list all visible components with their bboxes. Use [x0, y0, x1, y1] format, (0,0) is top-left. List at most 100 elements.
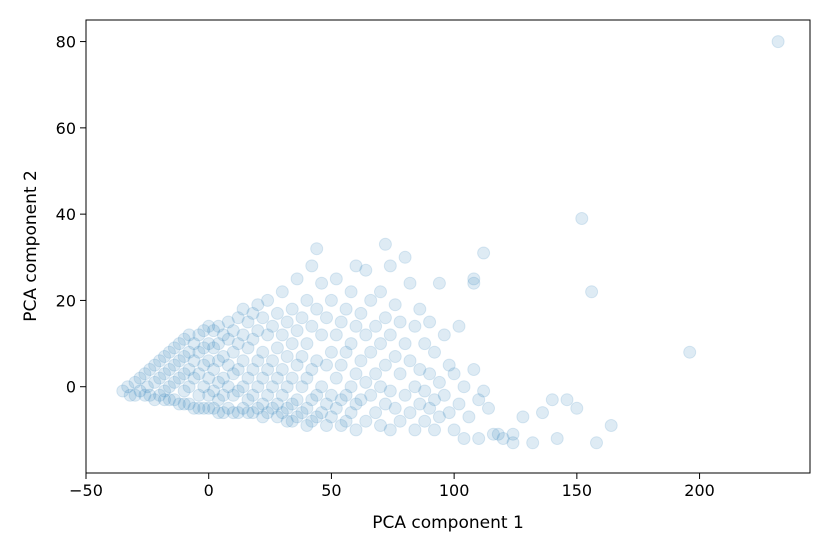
data-point [236, 401, 250, 415]
data-point [266, 380, 279, 394]
data-point [545, 393, 559, 407]
data-point [339, 345, 353, 359]
data-point [285, 302, 299, 316]
data-point [261, 328, 275, 342]
data-point [472, 393, 486, 407]
data-point [290, 410, 304, 424]
data-point [202, 337, 216, 351]
data-point [280, 380, 294, 394]
data-point [158, 384, 171, 398]
data-point [344, 380, 358, 394]
data-point [378, 237, 392, 251]
data-point [261, 406, 275, 420]
data-point [310, 354, 324, 368]
data-point [477, 246, 491, 260]
data-point [339, 302, 353, 316]
data-point [437, 388, 451, 402]
data-point [246, 406, 260, 420]
data-point [177, 332, 191, 346]
data-point [212, 354, 225, 368]
data-point [560, 393, 574, 407]
data-point [364, 388, 378, 402]
y-tick-label: 60 [56, 119, 76, 138]
data-point [374, 419, 387, 432]
data-point [138, 388, 152, 402]
data-point [604, 419, 618, 432]
data-point [482, 401, 495, 415]
data-point [187, 371, 201, 385]
x-tick-label: 200 [684, 481, 715, 500]
data-point [177, 350, 191, 363]
data-point [162, 345, 176, 359]
data-point [496, 432, 510, 445]
data-point [270, 371, 284, 385]
data-point [256, 410, 270, 424]
data-point [393, 414, 407, 428]
data-point [197, 401, 211, 415]
data-point [442, 406, 456, 420]
data-point [167, 375, 181, 389]
data-point [344, 337, 358, 351]
data-point [202, 388, 216, 402]
data-point [300, 293, 314, 307]
data-point [261, 293, 275, 307]
data-point [324, 293, 338, 307]
data-point [275, 363, 289, 376]
data-point [590, 436, 603, 450]
plot-frame [85, 19, 811, 474]
data-point [315, 380, 329, 394]
data-point [116, 384, 130, 398]
data-point [403, 354, 417, 368]
data-point [354, 393, 368, 407]
data-point [364, 293, 378, 307]
data-point [251, 380, 265, 394]
data-point [133, 371, 147, 385]
data-point [207, 384, 221, 398]
data-point [437, 328, 451, 342]
data-point [162, 380, 176, 394]
data-point [256, 371, 270, 385]
data-point [413, 302, 427, 316]
data-point [300, 371, 314, 385]
data-point [413, 397, 427, 411]
data-point [320, 311, 333, 325]
data-point [212, 319, 225, 333]
data-point [158, 393, 171, 407]
data-point [216, 371, 230, 385]
data-point [334, 358, 348, 372]
data-point [305, 259, 319, 273]
data-point [275, 388, 289, 402]
data-point [285, 371, 299, 385]
data-point [251, 324, 265, 338]
data-point [334, 419, 348, 432]
data-point [182, 363, 196, 376]
data-point [167, 393, 181, 407]
data-point [329, 272, 343, 286]
data-point [241, 371, 255, 385]
data-point [575, 212, 589, 225]
data-point [172, 337, 186, 351]
data-point [300, 419, 314, 432]
data-point [315, 276, 329, 290]
x-tick-label: 50 [321, 481, 341, 500]
data-point [374, 337, 387, 351]
data-point [212, 337, 225, 351]
data-point [388, 298, 402, 312]
data-point [241, 406, 255, 420]
data-point [452, 319, 466, 333]
data-point [216, 388, 230, 402]
data-point [305, 393, 319, 407]
data-point [192, 345, 206, 359]
data-point [349, 259, 363, 273]
y-tick-label: 40 [56, 205, 76, 224]
data-point [177, 384, 191, 398]
data-point [231, 337, 245, 351]
data-point [212, 393, 225, 407]
data-point [148, 393, 162, 407]
data-point [212, 406, 225, 420]
data-point [290, 324, 304, 338]
data-point [221, 332, 235, 346]
data-point [398, 388, 412, 402]
data-point [388, 401, 402, 415]
data-point [246, 306, 260, 320]
